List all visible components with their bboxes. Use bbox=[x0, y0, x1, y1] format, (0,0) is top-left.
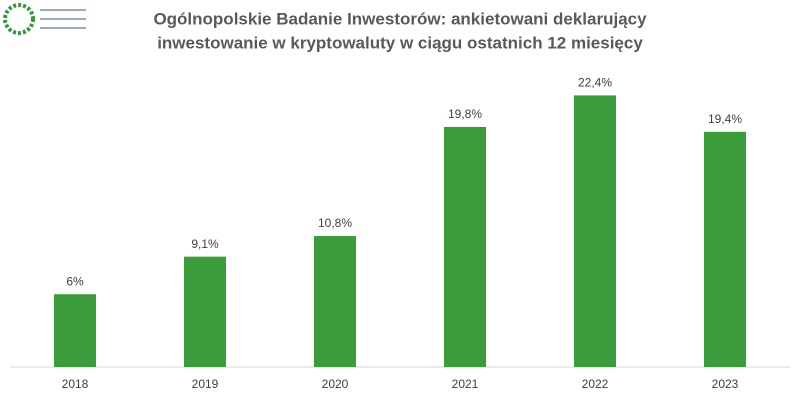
chart-title: inwestowanie w kryptowaluty w ciągu osta… bbox=[157, 33, 643, 52]
chart-title: Ogólnopolskie Badanie Inwestorów: ankiet… bbox=[153, 9, 647, 28]
x-tick-label: 2022 bbox=[582, 377, 609, 391]
bar bbox=[54, 294, 96, 367]
value-label: 19,8% bbox=[448, 107, 482, 121]
x-tick-label: 2021 bbox=[452, 377, 479, 391]
bar bbox=[314, 236, 356, 367]
bar bbox=[574, 95, 616, 368]
value-label: 6% bbox=[66, 274, 84, 288]
x-tick-label: 2018 bbox=[62, 377, 89, 391]
value-label: 19,4% bbox=[708, 112, 742, 126]
logo-text bbox=[40, 9, 86, 29]
x-tick-label: 2019 bbox=[192, 377, 219, 391]
bar bbox=[444, 126, 486, 367]
logo bbox=[3, 3, 35, 35]
value-label: 22,4% bbox=[578, 76, 612, 90]
bar bbox=[704, 131, 746, 367]
bar bbox=[184, 256, 226, 367]
x-tick-label: 2020 bbox=[322, 377, 349, 391]
value-label: 9,1% bbox=[191, 237, 219, 251]
value-label: 10,8% bbox=[318, 216, 352, 230]
x-tick-label: 2023 bbox=[712, 377, 739, 391]
